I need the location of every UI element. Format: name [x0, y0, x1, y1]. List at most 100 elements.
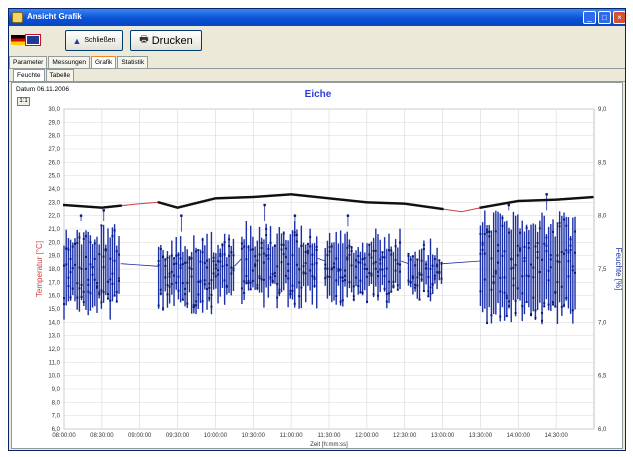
- humidity-point: [111, 235, 114, 238]
- tab-parameter[interactable]: Parameter: [9, 56, 48, 68]
- x-tick-label: 13:00:00: [431, 433, 455, 439]
- tab-tabelle[interactable]: Tabelle: [45, 69, 75, 81]
- humidity-point: [490, 288, 493, 291]
- humidity-point: [311, 253, 314, 256]
- humidity-point: [76, 241, 79, 244]
- humidity-point: [157, 260, 160, 263]
- humidity-point: [416, 284, 419, 287]
- temperature-point: [383, 201, 386, 205]
- humidity-point: [223, 253, 226, 256]
- humidity-point: [501, 217, 504, 220]
- humidity-point: [420, 273, 423, 276]
- humidity-point: [554, 305, 557, 308]
- temperature-point: [63, 203, 65, 207]
- humidity-point: [219, 253, 222, 256]
- humidity-point: [436, 271, 439, 274]
- humidity-point: [217, 273, 220, 276]
- humidity-point: [258, 253, 261, 256]
- title-bar[interactable]: Ansicht Grafik _ □ ×: [9, 9, 625, 26]
- humidity-point: [541, 258, 544, 261]
- minimize-button[interactable]: _: [583, 11, 596, 24]
- drucken-label: Drucken: [151, 34, 193, 47]
- humidity-point: [352, 285, 355, 288]
- temperature-point: [544, 198, 547, 202]
- temperature-point: [307, 194, 310, 198]
- temperature-point: [230, 196, 233, 199]
- temperature-point: [206, 199, 209, 202]
- humidity-point: [223, 279, 226, 282]
- humidity-point: [385, 292, 388, 295]
- humidity-point: [284, 247, 287, 250]
- humidity-point: [361, 258, 364, 261]
- temperature-point: [160, 202, 163, 205]
- humidity-point: [525, 226, 528, 229]
- humidity-point: [212, 256, 215, 259]
- temperature-point: [283, 193, 286, 196]
- temperature-point: [328, 197, 330, 200]
- temperature-point: [255, 195, 258, 198]
- temperature-point: [402, 202, 405, 205]
- zoom-reset-button[interactable]: 1:1: [17, 97, 30, 106]
- temperature-point: [380, 201, 383, 205]
- temperature-point: [305, 194, 308, 198]
- humidity-point: [545, 250, 548, 253]
- close-button[interactable]: ×: [613, 11, 625, 24]
- humidity-point: [271, 279, 274, 282]
- schliessen-label: Schließen: [84, 37, 116, 44]
- humidity-point: [74, 263, 76, 266]
- humidity-point: [344, 269, 347, 272]
- tab-statistik[interactable]: Statistik: [117, 56, 149, 68]
- temperature-point: [302, 194, 305, 197]
- humidity-point: [481, 243, 484, 246]
- humidity-point: [425, 263, 428, 266]
- temperature-point: [403, 202, 406, 205]
- humidity-point: [210, 279, 213, 282]
- humidity-point: [328, 250, 331, 253]
- humidity-point: [197, 280, 200, 283]
- humidity-point: [102, 255, 105, 258]
- humidity-point: [547, 279, 550, 282]
- humidity-point: [536, 242, 539, 245]
- temperature-point: [381, 201, 384, 205]
- humidity-point: [304, 262, 307, 265]
- tab-feuchte[interactable]: Feuchte: [13, 69, 45, 81]
- humidity-point: [111, 272, 114, 275]
- humidity-point: [96, 285, 98, 288]
- humidity-point: [170, 254, 173, 257]
- temperature-point: [219, 196, 222, 200]
- temperature-point: [310, 195, 313, 198]
- humidity-point: [492, 275, 495, 278]
- temperature-point: [498, 203, 501, 206]
- drucken-button[interactable]: 🖶 Drucken: [130, 30, 202, 51]
- temperature-point: [435, 206, 438, 210]
- humidity-point: [425, 267, 428, 270]
- humidity-point: [78, 236, 81, 239]
- humidity-point: [379, 258, 382, 261]
- humidity-point: [341, 299, 344, 302]
- y-left-tick-label: 15,0: [48, 307, 60, 313]
- humidity-point: [521, 305, 524, 308]
- x-tick-label: 08:30:00: [90, 433, 114, 439]
- flag-gb-icon[interactable]: [25, 34, 41, 46]
- humidity-point: [98, 291, 101, 294]
- flag-de-icon[interactable]: [11, 35, 25, 45]
- humidity-point: [552, 230, 555, 233]
- humidity-point: [295, 263, 298, 266]
- temperature-point: [432, 206, 435, 209]
- humidity-point: [71, 245, 74, 248]
- temperature-point: [157, 201, 160, 204]
- schliessen-button[interactable]: ▲ Schließen: [65, 30, 123, 51]
- humidity-point: [87, 278, 90, 281]
- humidity-spike-point: [263, 203, 266, 207]
- temperature-point: [275, 194, 278, 197]
- maximize-button[interactable]: □: [598, 11, 611, 24]
- temperature-point: [410, 203, 413, 206]
- tab-grafik[interactable]: Grafik: [90, 56, 117, 68]
- humidity-point: [505, 296, 508, 299]
- temperature-point: [108, 205, 111, 209]
- humidity-point: [352, 295, 355, 298]
- tab-messungen[interactable]: Messungen: [48, 56, 90, 68]
- temperature-point: [324, 196, 327, 200]
- humidity-point: [558, 261, 561, 264]
- humidity-point: [530, 313, 533, 316]
